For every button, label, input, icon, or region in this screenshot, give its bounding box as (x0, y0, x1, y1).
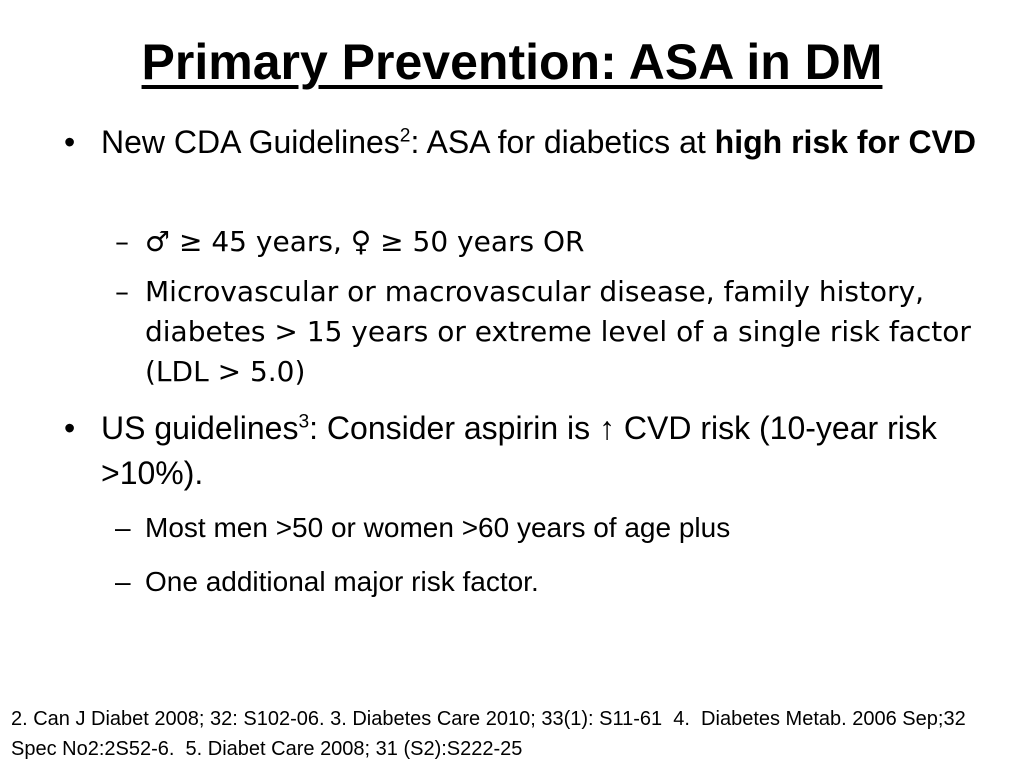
bullet-text: New CDA Guidelines2: ASA for diabetics a… (101, 120, 981, 165)
bullet-text-pre: New CDA Guidelines (101, 124, 400, 160)
subitem-marker: – (115, 512, 131, 543)
bullet-text-pre: US guidelines (101, 410, 299, 446)
subitem-marker: – (115, 275, 129, 308)
subitem-marker: – (115, 566, 131, 597)
bullet-us-guidelines: • US guidelines3: Consider aspirin is ↑ … (64, 406, 1004, 498)
subitem-text: One additional major risk factor. (145, 566, 539, 597)
references-footnote: 2. Can J Diabet 2008; 32: S102-06. 3. Di… (11, 708, 972, 760)
bullet-text-mid: : ASA for diabetics at (410, 124, 715, 160)
slide-title-text: Primary Prevention: ASA in DM (141, 34, 883, 90)
bullet-text-bold: high risk for CVD (714, 124, 976, 160)
bullet-cda-guidelines: • New CDA Guidelines2: ASA for diabetics… (64, 120, 984, 212)
subitem-text: Most men >50 or women >60 years of age p… (145, 512, 731, 543)
slide-title: Primary Prevention: ASA in DM (0, 30, 1024, 94)
bullet-marker: • (64, 410, 76, 446)
footnote-ref: 2 (399, 125, 411, 147)
bullet-text-mid: : Consider aspirin is ↑ CVD risk (10-yea… (101, 410, 937, 491)
subitem-text: ♂ ≥ 45 years, ♀ ≥ 50 years OR (145, 225, 585, 258)
footnote-ref: 3 (298, 411, 310, 433)
subitem-text: Microvascular or macrovascular disease, … (145, 275, 971, 388)
bullet-text: US guidelines3: Consider aspirin is ↑ CV… (101, 406, 1001, 496)
subitem-marker: – (115, 225, 129, 258)
bullet-marker: • (64, 124, 76, 160)
